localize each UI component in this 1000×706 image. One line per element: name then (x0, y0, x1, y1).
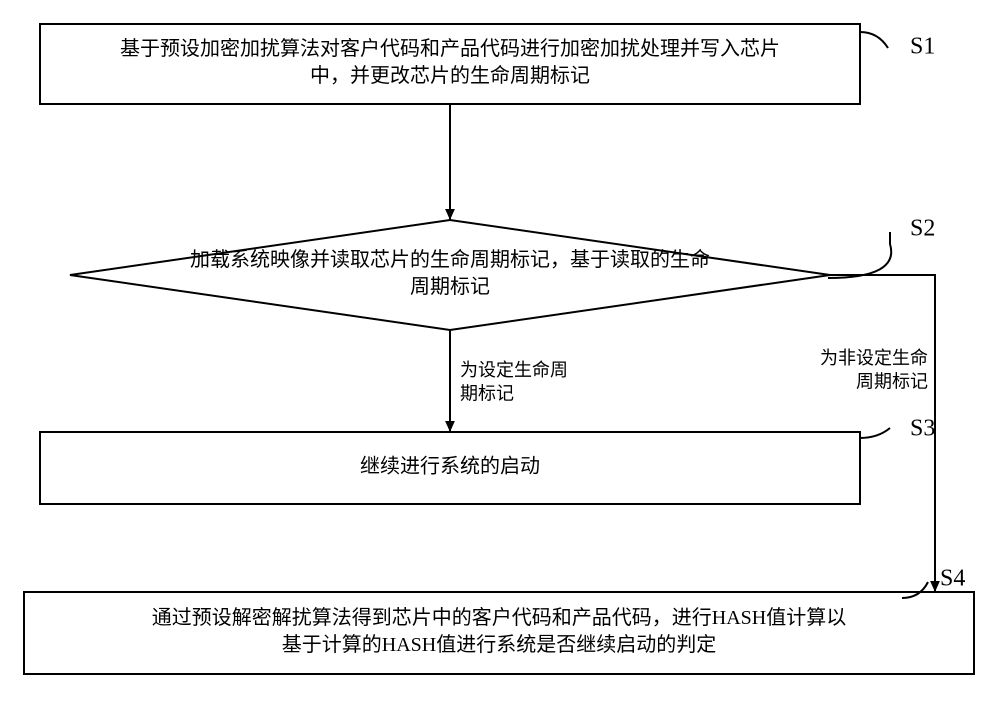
svg-text:加载系统映像并读取芯片的生命周期标记，基于读取的生命: 加载系统映像并读取芯片的生命周期标记，基于读取的生命 (190, 248, 710, 271)
node-s1 (40, 24, 860, 104)
step-label-s3: S3 (910, 416, 935, 442)
svg-text:通过预设解密解扰算法得到芯片中的客户代码和产品代码，进行HA: 通过预设解密解扰算法得到芯片中的客户代码和产品代码，进行HASH值计算以 (152, 606, 846, 629)
svg-text:基于预设加密加扰算法对客户代码和产品代码进行加密加扰处理并写: 基于预设加密加扰算法对客户代码和产品代码进行加密加扰处理并写入芯片 (120, 37, 780, 60)
edge-label-e_s2_s3_yes: 为设定生命周 (460, 360, 568, 380)
edge-label-e_s2_s4_no: 周期标记 (856, 372, 928, 392)
svg-text:中，并更改芯片的生命周期标记: 中，并更改芯片的生命周期标记 (310, 64, 590, 87)
step-label-s1: S1 (910, 34, 935, 60)
label-bracket-s2 (828, 232, 891, 278)
label-bracket-s4 (902, 582, 928, 598)
step-label-s4: S4 (940, 566, 965, 592)
node-s4 (24, 592, 974, 674)
label-bracket-s3 (860, 428, 890, 438)
node-s2 (70, 220, 830, 330)
svg-text:基于计算的HASH值进行系统是否继续启动的判定: 基于计算的HASH值进行系统是否继续启动的判定 (282, 633, 716, 656)
edge-label-e_s2_s3_yes: 期标记 (460, 384, 514, 404)
label-bracket-s1 (860, 32, 888, 48)
edge-label-e_s2_s4_no: 为非设定生命 (820, 348, 928, 368)
step-label-s2: S2 (910, 216, 935, 242)
svg-text:周期标记: 周期标记 (410, 275, 490, 298)
svg-text:继续进行系统的启动: 继续进行系统的启动 (360, 455, 540, 478)
